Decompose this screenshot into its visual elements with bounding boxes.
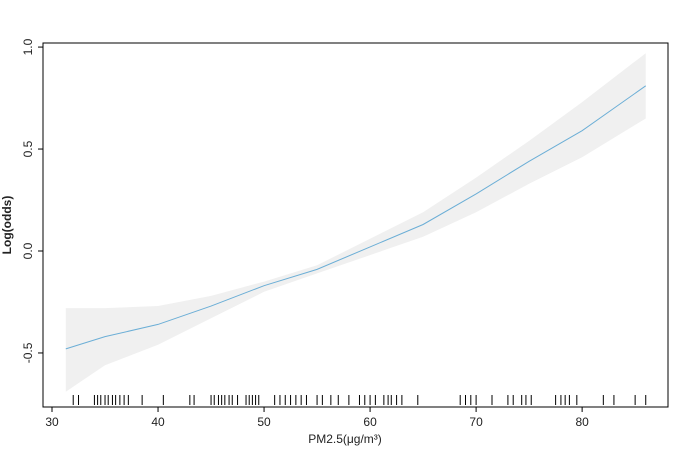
y-axis-label: Log(odds) xyxy=(0,196,14,255)
y-tick-label: 0.0 xyxy=(21,242,35,259)
x-tick-label: 50 xyxy=(257,415,271,429)
x-axis-label: PM2.5(μg/m³) xyxy=(308,432,382,446)
line xyxy=(65,85,647,350)
y-tick-label: 1.0 xyxy=(21,38,35,55)
y-tick-label: -0.5 xyxy=(21,342,35,363)
confidence-band xyxy=(65,53,646,392)
y-tick-label: 0.5 xyxy=(21,140,35,157)
x-tick-label: 80 xyxy=(575,415,589,429)
plot-frame xyxy=(42,42,669,408)
x-tick-label: 60 xyxy=(363,415,377,429)
x-tick-label: 70 xyxy=(469,415,483,429)
x-tick-label: 40 xyxy=(151,415,165,429)
x-tick-label: 30 xyxy=(45,415,59,429)
